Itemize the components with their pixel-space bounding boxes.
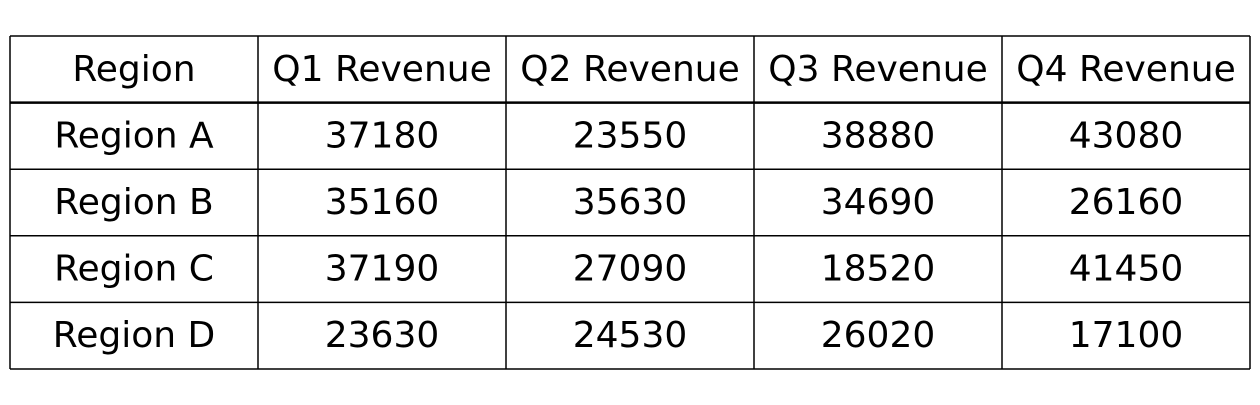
- column-header: Q4 Revenue: [1016, 49, 1235, 90]
- column-header: Q2 Revenue: [520, 49, 739, 90]
- table-cell: 23550: [573, 115, 688, 156]
- column-header: Q1 Revenue: [272, 49, 491, 90]
- table-cell: 35160: [325, 182, 440, 223]
- column-header: Q3 Revenue: [768, 49, 987, 90]
- row-label: Region C: [54, 249, 214, 290]
- table-grid: [9, 35, 1251, 370]
- row-label: Region D: [53, 315, 215, 356]
- table-cell: 27090: [573, 249, 688, 290]
- table-cell: 38880: [821, 115, 936, 156]
- table-cell: 37180: [325, 115, 440, 156]
- table-cell: 26160: [1069, 182, 1184, 223]
- table-cell: 43080: [1069, 115, 1184, 156]
- table-cell: 24530: [573, 315, 688, 356]
- table-cell: 37190: [325, 249, 440, 290]
- table-cell: 23630: [325, 315, 440, 356]
- table-cells: Region Q1 Revenue Q2 Revenue Q3 Revenue Q4 R…: [53, 49, 1236, 356]
- table-cell: 35630: [573, 182, 688, 223]
- table-cell: 17100: [1069, 315, 1184, 356]
- row-label: Region B: [54, 182, 213, 223]
- table-cell: 26020: [821, 315, 936, 356]
- column-header: Region: [72, 49, 195, 90]
- row-label: Region A: [54, 115, 214, 156]
- table-cell: 18520: [821, 249, 936, 290]
- table-cell: 41450: [1069, 249, 1184, 290]
- table-cell: 34690: [821, 182, 936, 223]
